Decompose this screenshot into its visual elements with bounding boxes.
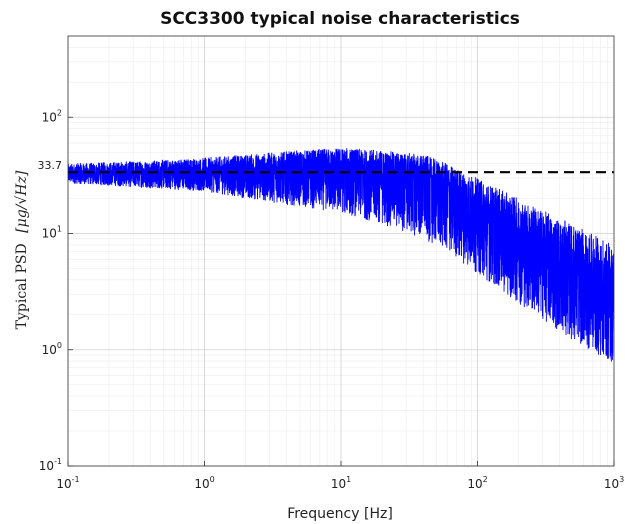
y-axis-label-text: Typical PSD [14, 243, 30, 329]
x-tick-label: 102 [467, 475, 487, 491]
x-tick-label: 101 [331, 475, 351, 491]
y-tick-label: 100 [42, 341, 62, 357]
y-axis-label: Typical PSD [μg/√Hz] [14, 170, 30, 329]
reference-line-label: 33.7 [38, 159, 63, 172]
y-tick-label: 101 [42, 225, 62, 241]
chart-title: SCC3300 typical noise characteristics [160, 9, 520, 29]
svg-text:Typical PSD [μg/√Hz]: Typical PSD [μg/√Hz] [14, 170, 30, 329]
x-axis-ticks: 10-1 100 101 102 103 [56, 461, 624, 491]
x-tick-label: 10-1 [56, 475, 79, 491]
y-axis-ticks: 10-1 100 101 102 [39, 108, 73, 473]
y-tick-label: 10-1 [39, 457, 62, 473]
plot-area [67, 35, 615, 467]
psd-series-line [68, 148, 614, 362]
y-tick-label: 102 [42, 108, 62, 124]
x-tick-label: 103 [604, 475, 624, 491]
y-axis-label-unit: [μg/√Hz] [14, 170, 30, 233]
x-axis-label: Frequency [Hz] [287, 506, 393, 522]
x-tick-label: 100 [194, 475, 214, 491]
